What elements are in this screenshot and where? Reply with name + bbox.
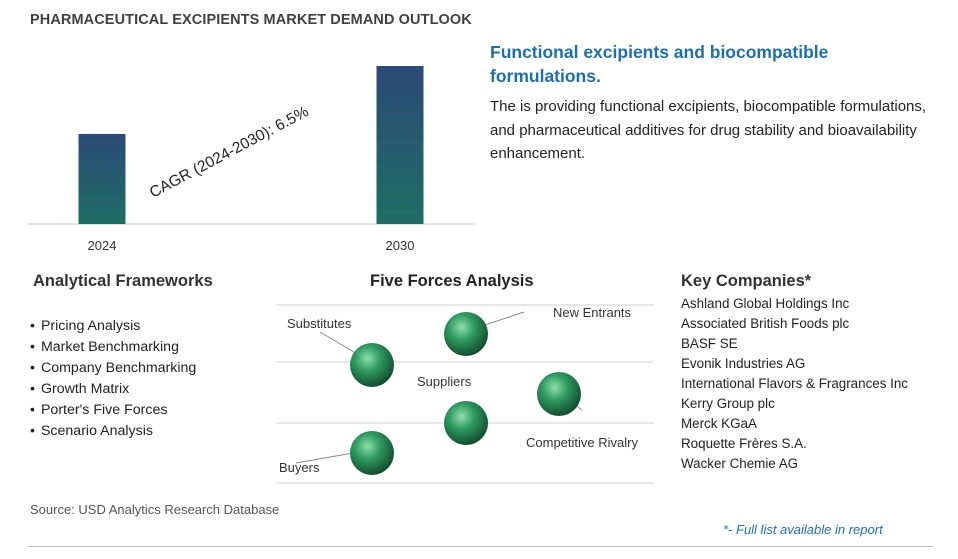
competitive-rivalry-label: Competitive Rivalry [526, 435, 638, 450]
competitive-rivalry-sphere [537, 372, 581, 416]
x-tick-label: 2024 [88, 238, 117, 253]
bottom-divider [28, 546, 933, 547]
source-note: Source: USD Analytics Research Database [30, 502, 280, 517]
list-item: International Flavors & Fragrances Inc [681, 376, 909, 391]
substitutes-sphere [350, 343, 394, 387]
list-item: Porter's Five Forces [30, 400, 196, 421]
list-item: Ashland Global Holdings Inc [681, 296, 850, 311]
new-entrants-sphere [444, 312, 488, 356]
five-forces-diagram: Substitutes New Entrants Suppliers Compe… [276, 304, 654, 484]
key-companies-title: Key Companies* [681, 272, 812, 290]
new-entrants-label: New Entrants [553, 305, 632, 320]
bar-2024 [78, 133, 126, 224]
page-title: PHARMACEUTICAL EXCIPIENTS MARKET DEMAND … [30, 12, 472, 28]
list-item: Evonik Industries AG [681, 356, 806, 371]
list-item: Kerry Group plc [681, 396, 775, 411]
list-item: Growth Matrix [30, 379, 196, 400]
bar-2030 [376, 66, 424, 224]
headline: Functional excipients and biocompatible … [490, 42, 829, 86]
list-item: Roquette Frères S.A. [681, 436, 807, 451]
x-tick-label: 2030 [386, 238, 415, 253]
analytical-frameworks-title: Analytical Frameworks [33, 272, 213, 290]
footnote: *- Full list available in report [723, 522, 883, 537]
list-item: Company Benchmarking [30, 358, 196, 379]
list-item: Associated British Foods plc [681, 316, 850, 331]
buyers-label: Buyers [279, 460, 320, 475]
list-item: Merck KGaA [681, 416, 757, 431]
key-companies-list: Ashland Global Holdings Inc Associated B… [681, 294, 908, 474]
five-forces-title: Five Forces Analysis [370, 272, 534, 290]
list-item: Market Benchmarking [30, 337, 196, 358]
substitutes-label: Substitutes [287, 316, 352, 331]
list-item: Scenario Analysis [30, 421, 196, 442]
buyers-sphere [350, 431, 394, 475]
list-item: BASF SE [681, 336, 738, 351]
cagr-annotation: CAGR (2024-2030): 6.5% [147, 103, 312, 201]
suppliers-label: Suppliers [417, 374, 472, 389]
description: The is providing functional excipients, … [490, 98, 927, 162]
list-item: Pricing Analysis [30, 316, 196, 337]
analytical-frameworks-list: Pricing Analysis Market Benchmarking Com… [30, 316, 196, 443]
suppliers-sphere [444, 401, 488, 445]
bar-chart: 2024 2030 CAGR (2024-2030): 6.5% [28, 66, 474, 253]
list-item: Wacker Chemie AG [681, 456, 799, 471]
